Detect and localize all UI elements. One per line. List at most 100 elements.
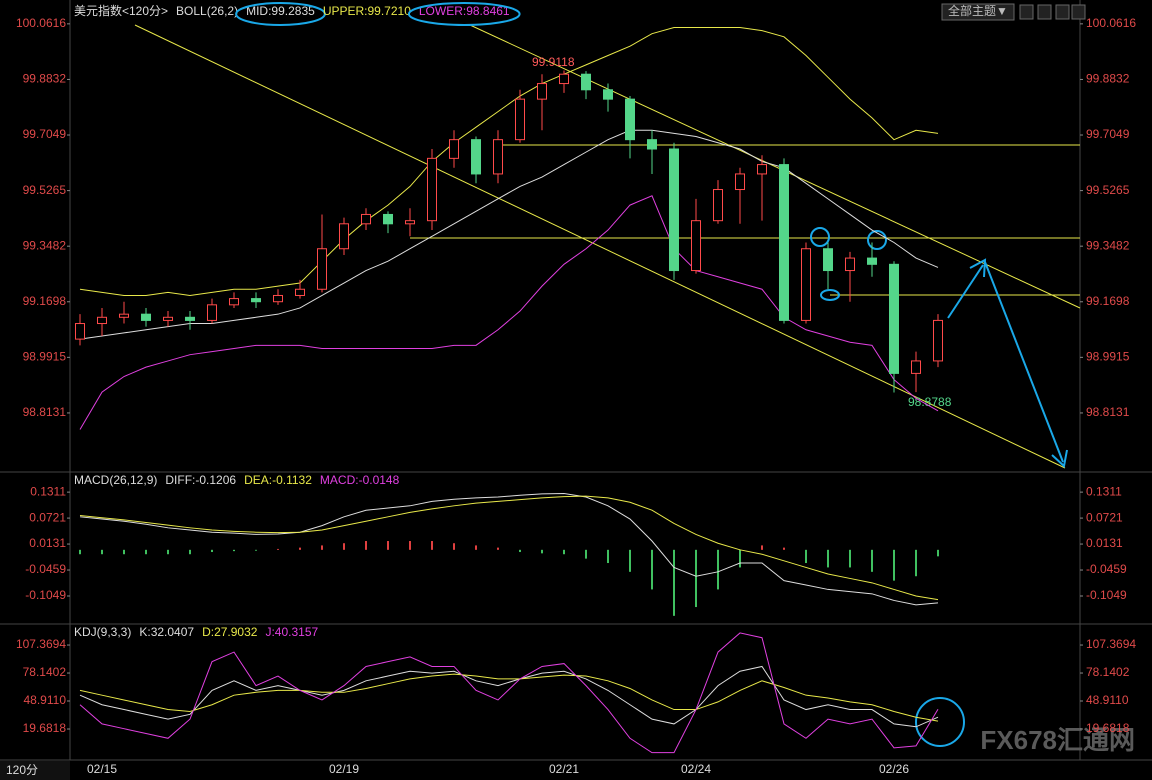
y-tick-label: 78.1402 [23, 665, 67, 679]
period-label[interactable]: 120分 [6, 763, 38, 777]
panel-title: KDJ(9,3,3) [74, 625, 131, 639]
candle [229, 292, 239, 308]
y-tick-label: 98.9915 [23, 350, 67, 364]
candle [911, 351, 921, 393]
y-tick-label: 0.0721 [29, 510, 66, 524]
candle [185, 311, 195, 330]
legend-entry: LOWER:98.8461 [419, 4, 510, 18]
arrow-head [969, 258, 987, 278]
candle [603, 83, 613, 112]
candle [75, 314, 85, 346]
circle-mark [810, 227, 830, 247]
y-tick-label-right: -0.0459 [1086, 562, 1127, 576]
theme-button-label[interactable]: 全部主题▼ [948, 3, 1008, 18]
candle-body [75, 323, 85, 340]
candle [581, 71, 591, 100]
circle-mark [867, 230, 887, 250]
candle-body [625, 98, 635, 141]
candle-body [383, 213, 393, 225]
annotation-marks [810, 227, 1068, 747]
y-tick-label: 99.8832 [23, 72, 67, 86]
legend-entry: UPPER:99.7210 [323, 4, 411, 18]
candle [427, 149, 437, 231]
candle [735, 167, 745, 224]
candle [361, 208, 371, 231]
candle-body [603, 89, 613, 100]
candle [647, 130, 657, 174]
candle-body [295, 288, 305, 296]
panel-title: 美元指数<120分> [74, 3, 168, 18]
y-tick-label-right: 99.8832 [1086, 72, 1130, 86]
y-tick-label: -0.0459 [25, 562, 66, 576]
low-label: 98.8788 [908, 395, 952, 409]
candle [493, 130, 503, 184]
candle-body [185, 316, 195, 321]
y-tick-label: -0.1049 [25, 588, 66, 602]
arrow [947, 264, 984, 319]
indicator-line [79, 195, 939, 430]
legend-entry: D:27.9032 [202, 625, 258, 639]
y-tick-label-right: 78.1402 [1086, 665, 1130, 679]
y-tick-label: 0.1311 [30, 484, 66, 498]
y-tick-label: 107.3694 [16, 637, 66, 651]
theme-button[interactable] [941, 3, 1015, 21]
circle-mark [915, 697, 965, 747]
watermark: FX678汇通网 [980, 725, 1135, 755]
candle-body [339, 223, 349, 250]
legend-entry: J:40.3157 [265, 625, 318, 639]
candle [449, 130, 459, 168]
candle-body [119, 313, 129, 318]
y-tick-label-right: 0.0131 [1086, 536, 1123, 550]
tool-button[interactable] [1019, 4, 1034, 20]
candle [141, 307, 151, 327]
candle-body [713, 189, 723, 222]
candle [625, 96, 635, 159]
candle [471, 136, 481, 184]
tool-button[interactable] [1055, 4, 1070, 20]
candle [295, 279, 305, 299]
tool-button[interactable] [1037, 4, 1052, 20]
x-tick-label: 02/26 [879, 762, 909, 776]
period-tab[interactable] [0, 761, 70, 780]
candle [889, 261, 899, 393]
y-tick-label-right: 99.7049 [1086, 127, 1130, 141]
high-label: 99.9118 [532, 55, 575, 69]
candle [273, 289, 283, 305]
candle [251, 292, 261, 308]
y-tick-label: 19.6818 [23, 721, 67, 735]
candle [119, 301, 129, 324]
candle [823, 242, 833, 290]
y-tick-label-right: 100.0616 [1086, 16, 1136, 30]
candle [317, 214, 327, 293]
x-tick-label: 02/21 [549, 762, 579, 776]
y-tick-label-right: 99.1698 [1086, 294, 1130, 308]
y-tick-label-right: 48.9110 [1086, 693, 1129, 707]
indicator-line [79, 673, 939, 722]
highlight-ellipse [407, 2, 521, 26]
candle [779, 158, 789, 324]
candle [537, 74, 547, 131]
candle-body [779, 164, 789, 321]
legend-entry: DEA:-0.1132 [244, 473, 312, 487]
y-tick-label: 48.9110 [24, 693, 67, 707]
drawing-tools [134, 24, 1081, 469]
candle [515, 89, 525, 143]
y-tick-label-right: 0.0721 [1086, 510, 1123, 524]
panel-title: MACD(26,12,9) [74, 473, 157, 487]
candle-body [823, 248, 833, 272]
arrow-head [1051, 449, 1068, 468]
candle [207, 298, 217, 324]
legend-entry: MID:99.2835 [246, 4, 315, 18]
candle-body [471, 139, 481, 175]
arrow [984, 261, 1064, 463]
candle [163, 311, 173, 327]
y-tick-label: 99.3482 [23, 238, 67, 252]
indicator-line [79, 129, 939, 340]
candle-body [735, 173, 745, 191]
y-tick-label: 100.0616 [16, 16, 66, 30]
tool-button[interactable] [1071, 4, 1086, 20]
candle-body [317, 248, 327, 290]
